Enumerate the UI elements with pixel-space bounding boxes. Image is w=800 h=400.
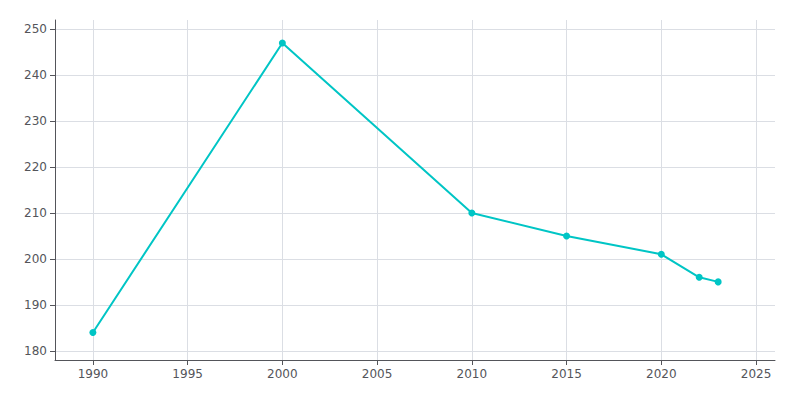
- svg-text:2000: 2000: [267, 367, 298, 381]
- svg-text:2005: 2005: [362, 367, 393, 381]
- svg-text:220: 220: [24, 160, 47, 174]
- svg-text:250: 250: [24, 22, 47, 36]
- svg-text:1995: 1995: [172, 367, 203, 381]
- svg-text:230: 230: [24, 114, 47, 128]
- svg-text:200: 200: [24, 252, 47, 266]
- svg-text:2015: 2015: [551, 367, 582, 381]
- svg-text:210: 210: [24, 206, 47, 220]
- svg-text:2020: 2020: [646, 367, 677, 381]
- svg-text:190: 190: [24, 298, 47, 312]
- svg-text:2025: 2025: [741, 367, 772, 381]
- svg-text:1990: 1990: [78, 367, 109, 381]
- svg-text:240: 240: [24, 68, 47, 82]
- svg-text:2010: 2010: [457, 367, 488, 381]
- svg-text:180: 180: [24, 344, 47, 358]
